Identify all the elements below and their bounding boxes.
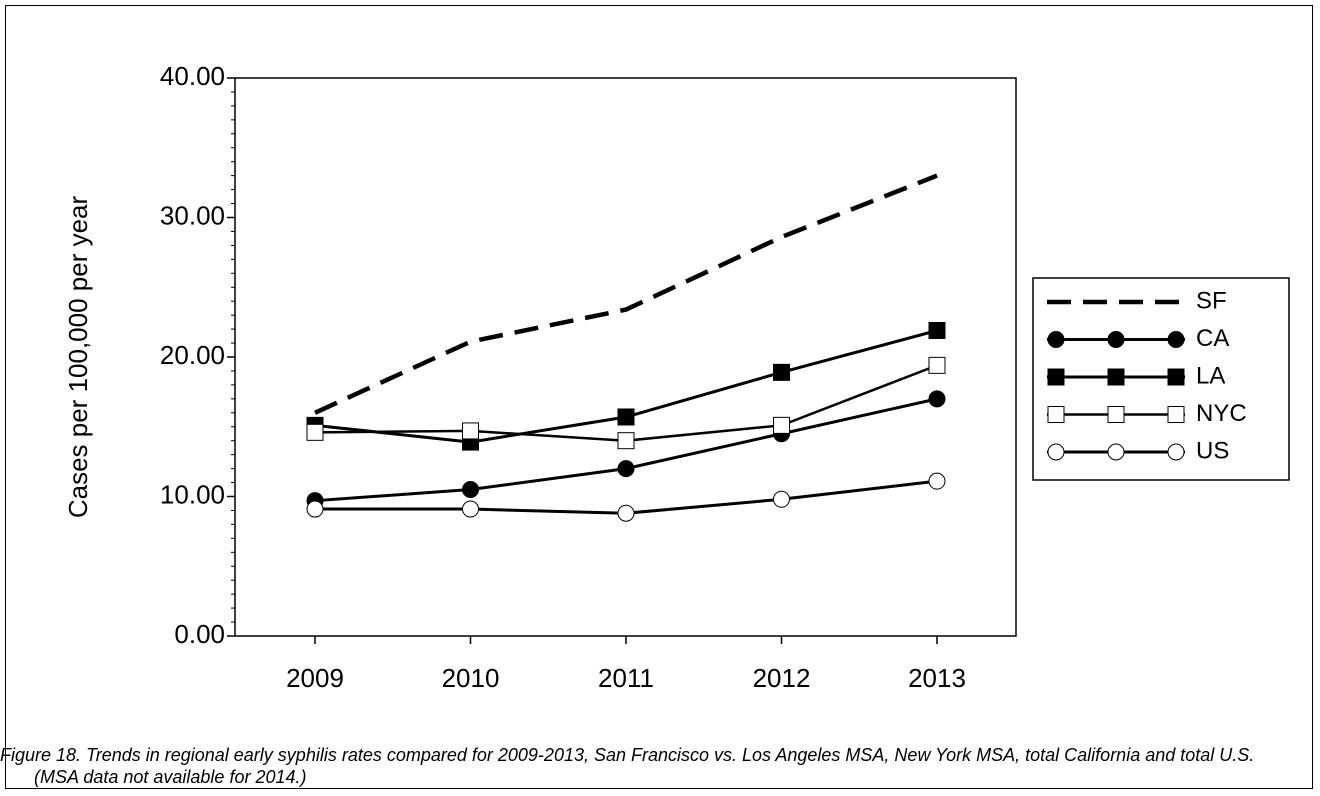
y-tick-label: 20.00 bbox=[160, 340, 225, 370]
legend-marker-la bbox=[1047, 368, 1065, 386]
data-point-ca bbox=[928, 390, 946, 408]
y-tick-label: 40.00 bbox=[160, 61, 225, 91]
data-point-la bbox=[928, 321, 946, 339]
legend-label-us: US bbox=[1196, 437, 1229, 464]
y-axis: 0.00 10.00 20.00 30.00 40.00 bbox=[160, 61, 235, 649]
legend-marker-la bbox=[1167, 368, 1185, 386]
y-tick-label: 30.00 bbox=[160, 200, 225, 230]
data-point-us bbox=[617, 504, 635, 522]
line-chart: 0.00 10.00 20.00 30.00 40.00 2009 2010 2011 201… bbox=[63, 61, 1290, 693]
legend-item-us: US bbox=[1047, 437, 1229, 464]
data-point-us bbox=[462, 500, 479, 518]
legend: SF CA LA NYC US bbox=[1032, 277, 1290, 481]
x-tick-label: 2011 bbox=[598, 663, 654, 693]
x-tick-label: 2010 bbox=[442, 663, 500, 693]
y-tick-label: 0.00 bbox=[174, 619, 225, 649]
legend-marker-us bbox=[1167, 443, 1185, 461]
legend-item-nyc: NYC bbox=[1047, 400, 1247, 427]
y-tick-label: 10.00 bbox=[160, 479, 225, 509]
x-tick-label: 2013 bbox=[908, 663, 966, 693]
data-point-us bbox=[773, 490, 790, 508]
series-line-sf bbox=[314, 173, 938, 415]
x-axis: 2009 2010 2011 2012 2013 bbox=[286, 636, 966, 693]
data-point-la bbox=[773, 363, 790, 381]
legend-box bbox=[1032, 277, 1290, 481]
legend-marker-nyc bbox=[1107, 406, 1125, 423]
legend-label-ca: CA bbox=[1196, 325, 1229, 352]
legend-item-ca: CA bbox=[1047, 325, 1229, 352]
legend-marker-nyc bbox=[1167, 406, 1185, 423]
legend-marker-ca bbox=[1047, 331, 1065, 348]
legend-marker-nyc bbox=[1047, 406, 1065, 423]
data-point-us bbox=[306, 500, 324, 518]
legend-item-sf: SF bbox=[1047, 287, 1227, 314]
data-point-la bbox=[617, 408, 635, 426]
data-point-ca bbox=[462, 481, 479, 499]
legend-label-nyc: NYC bbox=[1196, 400, 1247, 427]
legend-marker-us bbox=[1047, 443, 1065, 461]
series-us bbox=[306, 472, 946, 522]
data-point-ca bbox=[617, 460, 635, 478]
series-nyc bbox=[306, 356, 946, 450]
data-point-nyc bbox=[773, 416, 790, 434]
legend-marker-ca bbox=[1167, 331, 1185, 348]
y-axis-title: Cases per 100,000 per year bbox=[63, 196, 93, 519]
legend-label-la: LA bbox=[1196, 362, 1225, 389]
data-point-nyc bbox=[928, 356, 946, 374]
series-layer bbox=[306, 173, 946, 522]
plot-area-border bbox=[234, 77, 1017, 637]
data-point-nyc bbox=[617, 432, 635, 450]
data-point-nyc bbox=[462, 422, 479, 440]
series-sf bbox=[314, 173, 938, 415]
series-line-nyc bbox=[314, 364, 938, 442]
x-tick-label: 2009 bbox=[286, 663, 344, 693]
figure-caption: Figure 18. Trends in regional early syph… bbox=[0, 745, 1255, 787]
x-tick-label: 2012 bbox=[753, 663, 811, 693]
legend-label-sf: SF bbox=[1196, 287, 1227, 314]
data-point-nyc bbox=[306, 423, 324, 441]
legend-item-la: LA bbox=[1047, 362, 1225, 389]
legend-marker-us bbox=[1107, 443, 1125, 461]
figure-frame bbox=[5, 5, 1313, 789]
legend-marker-la bbox=[1107, 368, 1125, 386]
data-point-us bbox=[928, 472, 946, 490]
legend-marker-ca bbox=[1107, 331, 1125, 348]
